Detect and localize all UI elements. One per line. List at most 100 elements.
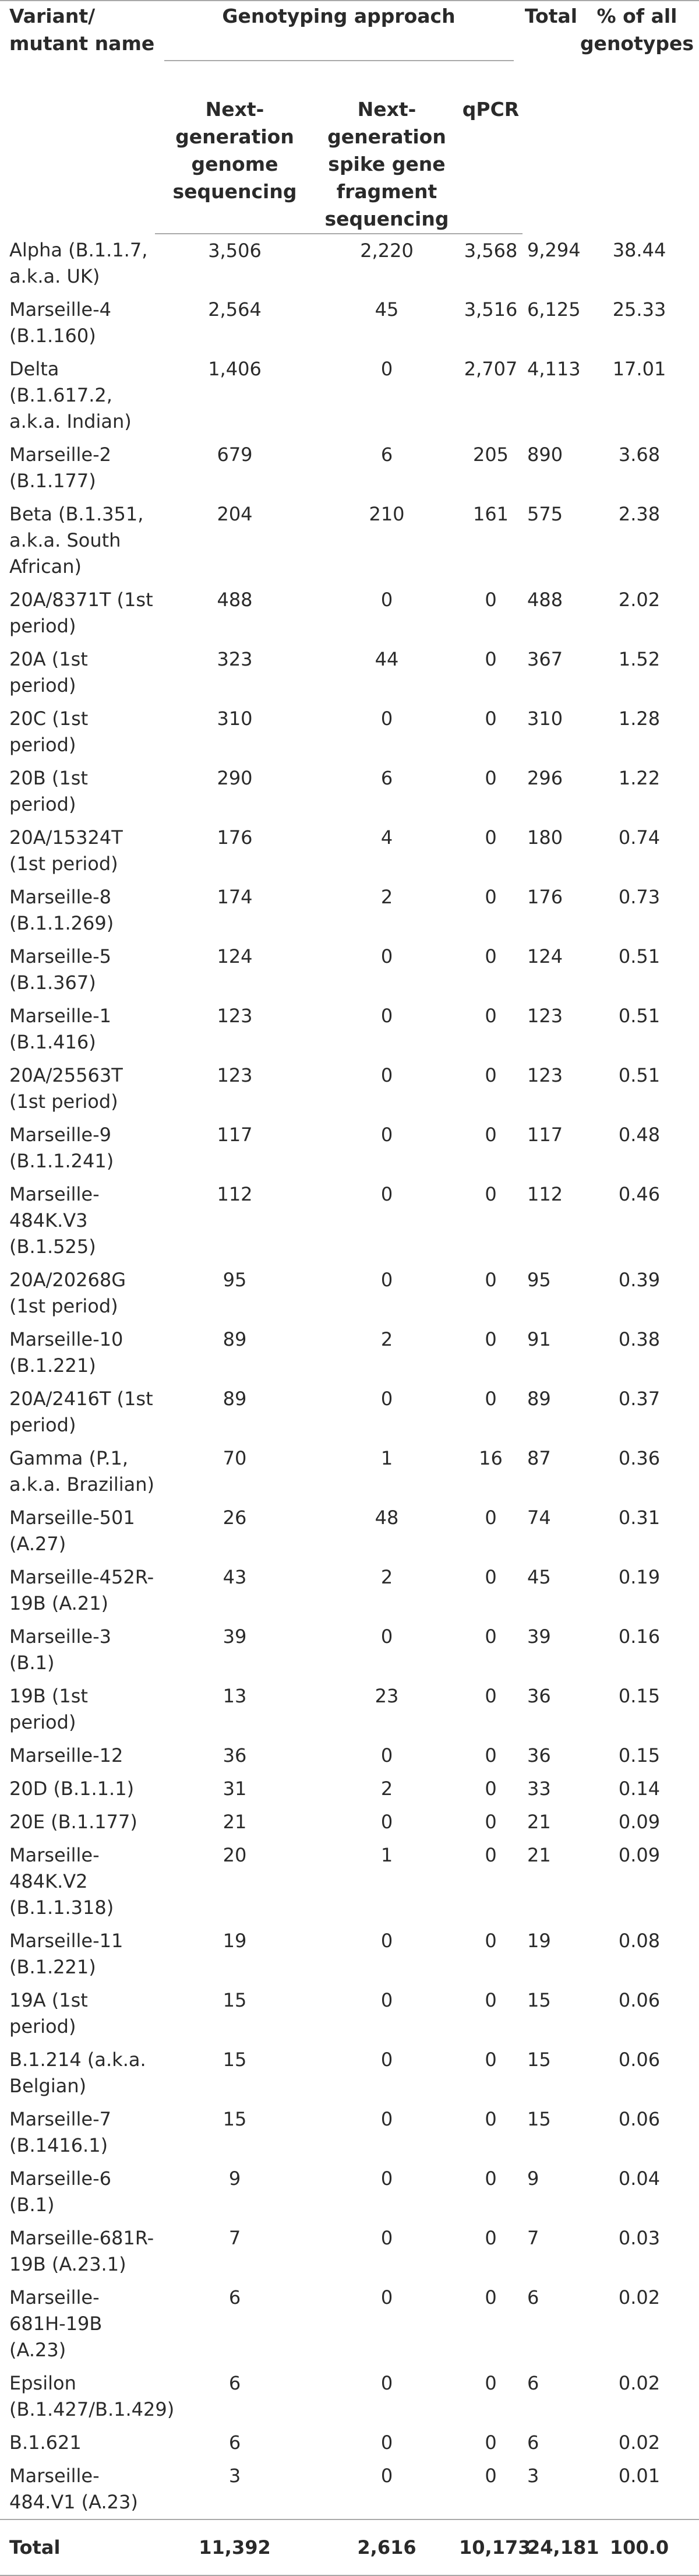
total-cell: 36	[527, 1685, 551, 1707]
qpcr-cell: 0	[485, 1778, 497, 1800]
ngs-genome-cell: 679	[217, 444, 253, 466]
ngs-spike-cell: 44	[375, 648, 399, 670]
ngs-spike-cell: 0	[380, 1064, 393, 1086]
pct-cell: 0.39	[618, 1269, 661, 1291]
pct-cell: 0.04	[618, 2167, 661, 2190]
table-body: Alpha (B.1.1.7, a.k.a. UK) 3,506 2,220 3,56…	[0, 234, 699, 2519]
pct-cell: 0.15	[618, 1685, 661, 1707]
qpcr-cell: 0	[485, 2049, 497, 2071]
qpcr-cell: 0	[485, 1989, 497, 2011]
ngs-genome-cell: 7	[228, 2227, 241, 2249]
table-row: Marseille-12 36 0 0 36 0.15	[0, 1739, 699, 1772]
total-cell: 4,113	[527, 358, 581, 380]
total-label: Total	[0, 2519, 155, 2576]
ngs-spike-cell: 0	[380, 708, 393, 730]
qpcr-cell: 0	[485, 1685, 497, 1707]
pct-cell: 2.02	[618, 589, 661, 611]
variant-name-cell: Marseille-5 (B.1.367)	[9, 945, 111, 994]
variant-name-cell: B.1.621	[9, 2431, 82, 2454]
pct-cell: 0.09	[618, 1811, 661, 1833]
total-cell: 21	[527, 1811, 551, 1833]
variant-name-cell: Alpha (B.1.1.7, a.k.a. UK)	[9, 239, 148, 287]
ngs-spike-cell: 0	[380, 2431, 393, 2454]
table-row: 20A/2416T (1st period) 89 0 0 89 0.37	[0, 1382, 699, 1442]
variant-name-cell: Epsilon (B.1.427/B.1.429)	[9, 2372, 175, 2420]
total-cell: 890	[527, 444, 563, 466]
ngs-genome-cell: 15	[223, 1989, 247, 2011]
variant-name-cell: 19B (1st period)	[9, 1685, 88, 1733]
col-header-total: Total	[523, 0, 580, 234]
qpcr-cell: 0	[485, 1183, 497, 1205]
col-header-pct: % of all genotypes	[580, 0, 699, 234]
pct-cell: 0.19	[618, 1566, 661, 1588]
table-row: Marseille-10 (B.1.221) 89 2 0 91 0.38	[0, 1323, 699, 1382]
variant-name-cell: Gamma (P.1, a.k.a. Brazilian)	[9, 1447, 154, 1495]
table-row: Marseille-484.V1 (A.23) 3 0 0 3 0.01	[0, 2459, 699, 2519]
pct-cell: 0.51	[618, 1005, 661, 1027]
variant-name-cell: Marseille-10 (B.1.221)	[9, 1328, 123, 1377]
ngs-spike-cell: 6	[380, 444, 393, 466]
table-row: Alpha (B.1.1.7, a.k.a. UK) 3,506 2,220 3,56…	[0, 234, 699, 293]
qpcr-cell: 0	[485, 1269, 497, 1291]
variant-name-cell: Beta (B.1.351, a.k.a. South African)	[9, 503, 144, 578]
variant-name-cell: 20D (B.1.1.1)	[9, 1778, 135, 1800]
table-row: Marseille-501 (A.27) 26 48 0 74 0.31	[0, 1501, 699, 1561]
ngs-genome-cell: 123	[217, 1005, 253, 1027]
qpcr-cell: 0	[485, 2167, 497, 2190]
variant-name-cell: Marseille-2 (B.1.177)	[9, 444, 111, 492]
total-cell: 19	[527, 1930, 551, 1952]
table-row: 20A/15324T (1st period) 176 4 0 180 0.74	[0, 821, 699, 881]
total-cell: 367	[527, 648, 563, 670]
pct-cell: 0.38	[618, 1328, 661, 1350]
pct-cell: 0.31	[618, 1507, 661, 1529]
ngs-genome-cell: 124	[217, 945, 253, 967]
approach-label: Genotyping approach	[222, 5, 456, 27]
pct-cell: 3.68	[618, 444, 661, 466]
variant-name-cell: 20A/25563T (1st period)	[9, 1064, 123, 1113]
ngs-genome-cell: 6	[228, 2372, 241, 2394]
variant-name-cell: Marseille-12	[9, 1744, 123, 1766]
ngs-genome-cell: 9	[228, 2167, 241, 2190]
total-cell: 74	[527, 1507, 551, 1529]
ngs-spike-cell: 0	[380, 2108, 393, 2130]
qpcr-cell: 0	[485, 1566, 497, 1588]
pct-cell: 0.73	[618, 886, 661, 908]
ngs-spike-cell: 0	[380, 1269, 393, 1291]
variant-name-cell: Marseille-681R-19B (A.23.1)	[9, 2227, 154, 2275]
qpcr-cell: 0	[485, 1625, 497, 1648]
total-cell: 176	[527, 886, 563, 908]
pct-cell: 25.33	[612, 298, 666, 321]
pct-cell: 0.02	[618, 2286, 661, 2308]
qpcr-cell: 0	[485, 1811, 497, 1833]
table-row: Marseille-681H-19B (A.23) 6 0 0 6 0.02	[0, 2281, 699, 2367]
ngs-genome-cell: 6	[228, 2431, 241, 2454]
total-cell: 6	[527, 2431, 539, 2454]
table-row: Beta (B.1.351, a.k.a. South African) 204 2…	[0, 498, 699, 583]
variant-name-cell: 20A/2416T (1st period)	[9, 1388, 153, 1436]
total-total: 24,181	[523, 2519, 599, 2576]
variant-name-cell: 20E (B.1.177)	[9, 1811, 137, 1833]
total-cell: 123	[527, 1064, 563, 1086]
pct-cell: 2.38	[618, 503, 661, 525]
ngs-genome-cell: 3,506	[208, 240, 262, 262]
ngs-genome-cell: 26	[223, 1507, 247, 1529]
qpcr-cell: 0	[485, 2108, 497, 2130]
pct-cell: 1.28	[618, 708, 661, 730]
table-row: Marseille-7 (B.1416.1) 15 0 0 15 0.06	[0, 2103, 699, 2162]
ngs-spike-cell: 0	[380, 1811, 393, 1833]
variant-name-cell: 20C (1st period)	[9, 708, 89, 756]
ngs-genome-cell: 290	[217, 767, 253, 789]
table-row: Marseille-6 (B.1) 9 0 0 9 0.04	[0, 2162, 699, 2222]
qpcr-cell: 0	[485, 767, 497, 789]
total-cell: 310	[527, 708, 563, 730]
total-cell: 45	[527, 1566, 551, 1588]
ngs-genome-cell: 36	[223, 1744, 247, 1766]
pct-cell: 1.22	[618, 767, 661, 789]
qpcr-cell: 3,568	[464, 240, 518, 262]
ngs-genome-cell: 1,406	[208, 358, 262, 380]
ngs-spike-cell: 0	[380, 1744, 393, 1766]
variant-name-cell: Marseille-681H-19B (A.23)	[9, 2286, 103, 2361]
ngs-genome-cell: 70	[223, 1447, 247, 1469]
